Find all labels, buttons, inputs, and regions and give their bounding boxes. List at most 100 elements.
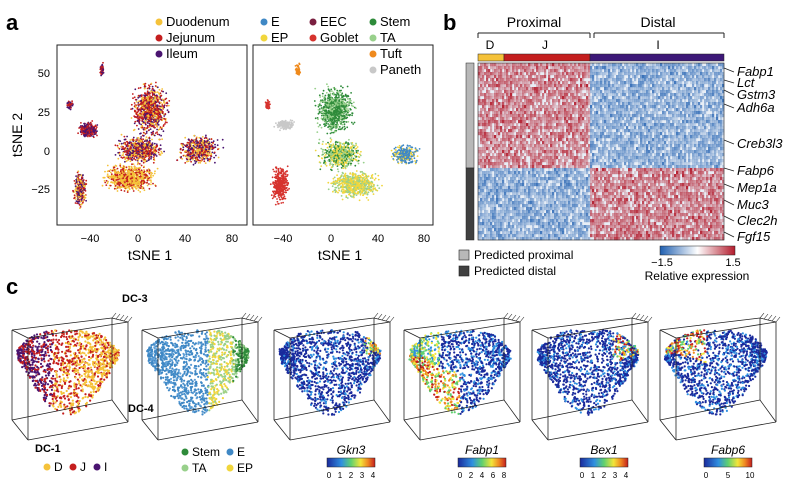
colorbar-tick: 2	[602, 471, 607, 480]
legend-label: Tuft	[380, 46, 402, 61]
gene-leader	[724, 68, 734, 72]
gene-leader	[724, 104, 734, 108]
diffusion-plot-5	[532, 313, 652, 440]
diffusion-plot-2	[142, 313, 262, 440]
gene-label-fabp6: Fabp6	[737, 163, 775, 178]
legend-dot	[182, 449, 189, 456]
legend-label: D	[54, 460, 63, 474]
region-legend: Duodenum Jejunum Ileum	[156, 14, 230, 61]
legend-label: Duodenum	[166, 14, 230, 29]
legend-label: Paneth	[380, 62, 421, 77]
legend-dot	[310, 35, 317, 42]
legend-dot	[156, 35, 163, 42]
legend-label: Predicted distal	[474, 264, 556, 278]
legend-dot	[227, 449, 234, 456]
predicted-legend: Predicted proximal Predicted distal	[459, 248, 573, 278]
legend-item-jejunum: Jejunum	[156, 30, 216, 45]
colorbar-tick: 0	[458, 471, 463, 480]
colorbar-tick: 2	[469, 471, 474, 480]
legend-item-ileum: Ileum	[156, 46, 198, 61]
gene-leader	[724, 232, 734, 237]
gene-leader	[724, 168, 734, 171]
gene-colorbar	[704, 458, 752, 467]
dc-celltype-legend: Stem E TA EP	[182, 445, 254, 475]
diffusion-plot-1	[12, 313, 132, 440]
gene-leader	[724, 184, 734, 188]
segment-label-i: I	[656, 38, 659, 52]
legend-dot	[182, 465, 189, 472]
gene-label-mep1a: Mep1a	[737, 180, 777, 195]
dc4-axis-label: DC-4	[128, 403, 155, 415]
legend-dot	[44, 464, 51, 471]
x-tick: 40	[372, 233, 384, 245]
legend-dot	[370, 19, 377, 26]
gene-colorbar	[458, 458, 506, 467]
gene-leader	[724, 80, 734, 83]
legend-dot	[370, 51, 377, 58]
predicted-proximal-bar	[466, 63, 474, 168]
expression-colorbar: −1.5 1.5 Relative expression	[645, 246, 750, 283]
colorbar-tick: 0	[704, 471, 709, 480]
colorbar-tick: 4	[480, 471, 485, 480]
legend-label: TA	[192, 461, 206, 475]
panel-label-a: a	[6, 10, 19, 35]
gene-label-fgf15: Fgf15	[737, 229, 771, 244]
colorbar-tick: 2	[349, 471, 354, 480]
x-tick: 80	[226, 233, 238, 245]
colorbar-tick: 6	[491, 471, 496, 480]
gene-leader	[724, 216, 734, 221]
gene-label-adh6a: Adh6a	[736, 100, 775, 115]
legend-label: I	[104, 460, 107, 474]
legend-dot	[156, 19, 163, 26]
legend-swatch-proximal	[459, 250, 469, 260]
colorbar-label: Relative expression	[645, 269, 750, 283]
gene-title: Bex1	[590, 443, 617, 457]
colorbar-min: −1.5	[651, 257, 673, 269]
colorbar-tick: 1	[591, 471, 596, 480]
legend-label: EEC	[320, 14, 347, 29]
y-tick: 0	[44, 146, 50, 158]
gene-colorbar	[327, 458, 375, 467]
gene-colorbar-gkn3: Gkn3 0 1 2 3 4	[327, 443, 376, 480]
tsne-scatter-region-colored	[66, 62, 224, 209]
gene-leader	[724, 140, 734, 144]
x-tick: 0	[328, 233, 334, 245]
legend-label: E	[237, 445, 245, 459]
segment-label-j: J	[542, 38, 548, 52]
gene-title: Fabp1	[465, 443, 499, 457]
legend-dot	[156, 51, 163, 58]
dc3-axis-label: DC-3	[122, 293, 148, 305]
y-axis-label: tSNE 2	[9, 113, 25, 158]
legend-dot	[370, 67, 377, 74]
legend-dot	[370, 35, 377, 42]
colorbar-tick: 0	[327, 471, 332, 480]
legend-label: E	[271, 14, 280, 29]
x-tick: −40	[274, 233, 293, 245]
gene-colorbar	[580, 458, 628, 467]
legend-label: Stem	[380, 14, 410, 29]
gene-labels: Fabp1 Lct Gstm3 Adh6a Creb3l3 Fabp6 Mep1…	[724, 64, 783, 244]
x-tick: 40	[179, 233, 191, 245]
gene-label-muc3: Muc3	[737, 197, 770, 212]
legend-item-duodenum: Duodenum	[156, 14, 230, 29]
legend-dot	[261, 35, 268, 42]
gene-colorbar-fabp1: Fabp1 0 2 4 6 8	[458, 443, 507, 480]
x-tick: −40	[81, 233, 100, 245]
colorbar-tick: 3	[360, 471, 365, 480]
legend-label: Predicted proximal	[474, 248, 573, 262]
colorbar-tick: 4	[624, 471, 629, 480]
y-tick: −25	[31, 184, 50, 196]
gene-label-creb3l3: Creb3l3	[737, 136, 783, 151]
legend-label: Ileum	[166, 46, 198, 61]
colorbar-tick: 4	[371, 471, 376, 480]
gene-title: Fabp6	[711, 443, 745, 457]
y-tick: 25	[38, 107, 50, 119]
colorbar-gradient	[660, 246, 735, 255]
expression-heatmap	[478, 63, 724, 240]
colorbar-tick: 8	[502, 471, 507, 480]
gene-title: Gkn3	[337, 443, 366, 457]
x-tick: 0	[135, 233, 141, 245]
legend-label: Goblet	[320, 30, 359, 45]
tsne-plot-region	[57, 45, 247, 225]
distal-header: Distal	[640, 14, 675, 30]
